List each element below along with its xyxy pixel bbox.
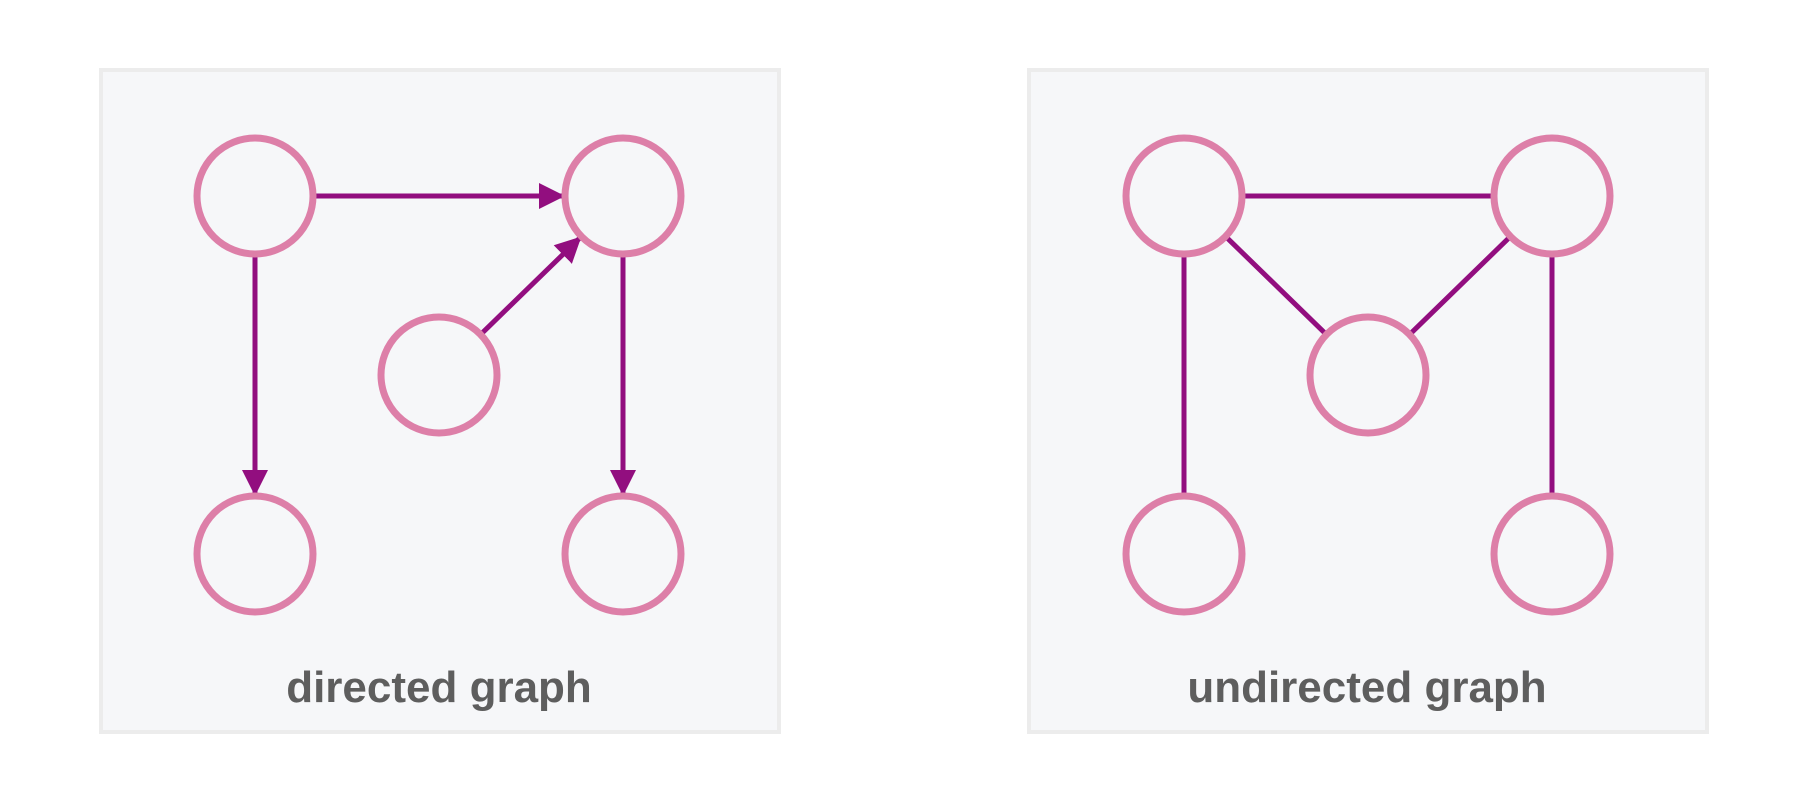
node-bottom-right <box>561 492 685 616</box>
edge-top-left-to-middle <box>1223 234 1329 337</box>
node-top-right <box>561 134 685 258</box>
edge-middle-to-top-right <box>478 234 584 337</box>
node-bottom-left <box>1122 492 1246 616</box>
undirected-graph-panel: undirected graph <box>1027 68 1709 734</box>
directed-graph-panel: directed graph <box>99 68 781 734</box>
panel-caption: undirected graph <box>1187 663 1546 712</box>
node-top-left <box>1122 134 1246 258</box>
edge-layer <box>242 183 636 496</box>
edge-layer <box>1181 193 1555 496</box>
edge-middle-to-top-right <box>1407 234 1513 337</box>
node-middle <box>377 313 501 437</box>
node-top-right <box>1490 134 1614 258</box>
node-layer <box>1122 134 1614 616</box>
node-layer <box>193 134 685 616</box>
node-bottom-right <box>1490 492 1614 616</box>
node-bottom-left <box>193 492 317 616</box>
node-top-left <box>193 134 317 258</box>
node-middle <box>1306 313 1430 437</box>
panel-caption: directed graph <box>286 663 592 712</box>
